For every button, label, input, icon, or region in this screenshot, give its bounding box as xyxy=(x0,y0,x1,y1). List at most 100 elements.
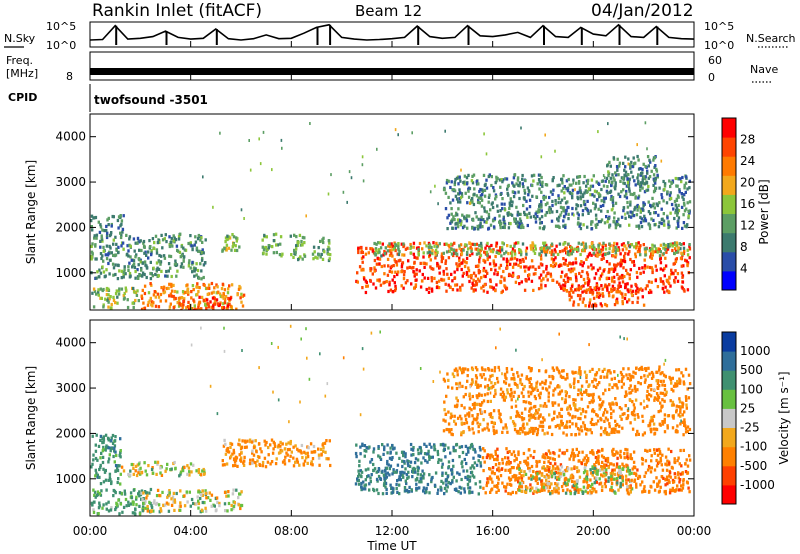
range-gate-cell xyxy=(673,241,677,245)
range-gate-cell xyxy=(436,449,439,454)
range-gate-cell xyxy=(677,456,680,460)
range-gate-cell xyxy=(321,443,324,447)
range-gate-cell xyxy=(204,491,208,496)
range-gate-cell xyxy=(426,482,430,487)
range-gate-cell xyxy=(470,179,474,183)
range-gate-cell xyxy=(200,473,203,477)
range-gate-cell xyxy=(586,459,590,463)
range-gate-cell xyxy=(561,488,565,493)
range-gate-cell xyxy=(570,479,574,483)
range-gate-cell xyxy=(161,246,164,250)
range-gate-cell xyxy=(451,226,454,230)
range-gate-cell xyxy=(310,462,313,466)
range-gate-cell xyxy=(271,168,273,172)
range-gate-cell xyxy=(517,450,520,454)
range-gate-cell xyxy=(434,252,437,256)
range-gate-cell xyxy=(620,190,623,194)
range-gate-cell xyxy=(631,213,634,218)
range-gate-cell xyxy=(523,210,526,214)
range-gate-cell xyxy=(583,370,587,374)
range-gate-cell xyxy=(398,483,401,487)
range-gate-cell xyxy=(192,298,195,302)
range-gate-cell xyxy=(113,489,117,493)
range-gate-cell xyxy=(643,489,647,493)
range-gate-cell xyxy=(227,296,230,301)
range-gate-cell xyxy=(482,469,485,473)
range-gate-cell xyxy=(639,253,642,257)
range-gate-cell xyxy=(664,483,667,487)
range-gate-cell xyxy=(625,189,628,194)
range-gate-cell xyxy=(391,443,394,448)
range-gate-cell xyxy=(98,501,101,505)
range-gate-cell xyxy=(583,477,586,482)
range-gate-cell xyxy=(122,214,125,218)
range-gate-cell xyxy=(92,305,96,309)
range-gate-cell xyxy=(508,462,511,466)
range-gate-cell xyxy=(613,468,616,472)
range-gate-cell xyxy=(566,276,570,280)
range-gate-cell xyxy=(183,255,186,259)
range-gate-cell xyxy=(397,252,401,257)
range-gate-cell xyxy=(99,271,103,275)
range-gate-cell xyxy=(527,366,531,370)
range-gate-cell xyxy=(535,490,539,494)
range-gate-cell xyxy=(551,251,554,255)
range-gate-cell xyxy=(143,284,147,288)
range-gate-cell xyxy=(658,221,661,225)
range-gate-cell xyxy=(685,225,688,229)
range-gate-cell xyxy=(496,485,499,489)
range-gate-cell xyxy=(466,201,469,205)
range-gate-cell xyxy=(606,459,609,463)
range-gate-cell xyxy=(521,173,524,178)
range-gate-cell xyxy=(626,180,630,185)
range-gate-cell xyxy=(623,257,626,261)
range-gate-cell xyxy=(582,480,585,484)
range-gate-cell xyxy=(568,183,571,187)
range-gate-cell xyxy=(155,251,159,255)
range-gate-cell xyxy=(577,450,581,454)
colorbar-segment xyxy=(722,194,736,214)
range-gate-cell xyxy=(664,248,667,252)
range-gate-cell xyxy=(621,299,624,303)
range-gate-cell xyxy=(677,476,680,480)
range-gate-cell xyxy=(434,471,438,475)
range-gate-cell xyxy=(413,255,416,259)
range-gate-cell xyxy=(626,205,630,209)
range-gate-cell xyxy=(141,505,145,509)
range-gate-cell xyxy=(117,251,120,255)
range-gate-cell xyxy=(628,485,631,489)
range-gate-cell xyxy=(608,242,611,246)
range-gate-cell xyxy=(686,248,689,252)
range-gate-cell xyxy=(166,495,169,499)
range-gate-cell xyxy=(449,185,452,190)
range-gate-cell xyxy=(408,485,411,489)
range-gate-cell xyxy=(127,472,130,477)
range-gate-cell xyxy=(528,211,531,215)
range-gate-cell xyxy=(505,177,509,181)
range-gate-cell xyxy=(669,272,673,276)
range-gate-cell xyxy=(558,183,561,187)
range-gate-cell xyxy=(607,465,610,470)
range-gate-cell xyxy=(623,274,626,279)
range-gate-cell xyxy=(466,477,469,481)
range-gate-cell xyxy=(193,243,196,247)
range-gate-cell xyxy=(496,447,499,451)
range-gate-cell xyxy=(677,413,680,417)
range-gate-cell xyxy=(134,255,137,259)
range-gate-cell xyxy=(611,173,614,177)
range-gate-cell xyxy=(301,456,304,460)
range-gate-cell xyxy=(550,244,553,248)
range-gate-cell xyxy=(292,456,295,460)
range-gate-cell xyxy=(450,252,454,256)
range-gate-cell xyxy=(674,269,677,273)
range-gate-cell xyxy=(218,504,221,508)
range-gate-cell xyxy=(150,283,153,287)
range-gate-cell xyxy=(519,225,523,229)
range-gate-cell xyxy=(557,194,560,198)
range-gate-cell xyxy=(624,293,627,297)
range-gate-cell xyxy=(576,479,579,483)
range-gate-cell xyxy=(232,448,235,452)
range-gate-cell xyxy=(589,286,592,290)
range-gate-cell xyxy=(654,211,657,215)
range-gate-cell xyxy=(120,465,124,469)
